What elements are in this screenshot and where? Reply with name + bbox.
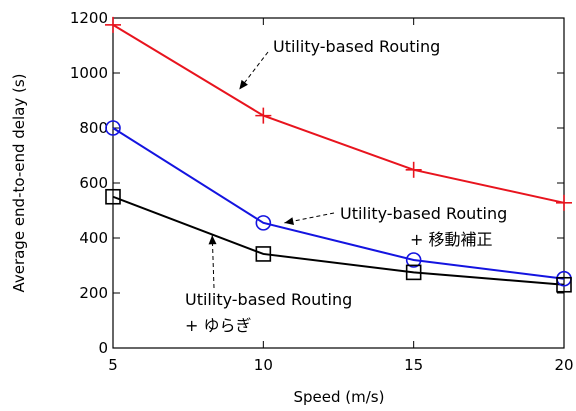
y-tick-label-800: 800 (79, 119, 108, 137)
marker-utility-10 (255, 107, 272, 124)
y-tick-label-0: 0 (98, 339, 108, 357)
series-markers (105, 16, 572, 293)
arrow-yuragi (208, 235, 217, 289)
annotation-yuragi-text-1: Utility-based Routing (185, 290, 352, 309)
annotation-mobility-text-1: Utility-based Routing (340, 204, 507, 223)
annotation-mobility: Utility-based Routing + 移動補正 (340, 204, 507, 249)
arrow-yuragi-head (208, 235, 217, 245)
series-lines (112, 24, 565, 286)
annotation-utility-text: Utility-based Routing (273, 37, 440, 56)
marker-utility-20 (556, 194, 572, 211)
y-tick-label-200: 200 (79, 284, 108, 302)
arrow-utility-head (239, 79, 248, 90)
marker-yuragi-10 (255, 246, 272, 262)
arrow-mobility (284, 212, 335, 226)
arrow-mobility-head (284, 217, 294, 226)
annotation-yuragi-text-2: + ゆらぎ (185, 316, 252, 335)
marker-utility-5 (105, 16, 121, 33)
marker-yuragi-15 (405, 264, 422, 281)
y-tick-label-1200: 1200 (70, 9, 108, 27)
x-tick-label-15: 15 (404, 356, 423, 374)
arrow-utility (238, 51, 269, 90)
y-axis-label: Average end-to-end delay (s) (10, 73, 28, 292)
annotation-utility: Utility-based Routing (273, 37, 440, 56)
x-tick-label-10: 10 (254, 356, 273, 374)
series-line-utility (112, 24, 565, 204)
marker-mobility-10 (255, 215, 272, 231)
x-tick-label-20: 20 (554, 356, 573, 374)
marker-mobility-5 (105, 120, 121, 136)
marker-yuragi-5 (105, 188, 121, 205)
y-tick-label-400: 400 (79, 229, 108, 247)
annotation-yuragi: Utility-based Routing + ゆらぎ (185, 290, 352, 335)
y-tick-label-600: 600 (79, 174, 108, 192)
marker-utility-15 (405, 161, 422, 178)
marker-yuragi-20 (556, 276, 572, 293)
series-line-mobility (112, 127, 565, 280)
annotation-arrows (208, 51, 335, 289)
annotation-mobility-text-2: + 移動補正 (410, 230, 493, 249)
marker-mobility-15 (405, 252, 422, 268)
y-tick-label-1000: 1000 (70, 64, 108, 82)
series-line-yuragi (112, 195, 565, 286)
arrow-utility-line (238, 51, 269, 90)
x-tick-label-5: 5 (108, 356, 118, 374)
x-axis-label: Speed (m/s) (294, 388, 385, 406)
